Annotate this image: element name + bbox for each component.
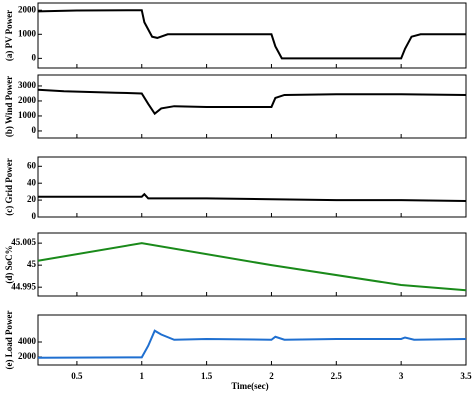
y-tick-label: 44.995 (11, 281, 36, 291)
x-tick-label: 1.5 (201, 371, 213, 381)
y-tick-label: 0 (32, 125, 37, 135)
x-tick-label: 2 (269, 371, 274, 381)
data-line (37, 9, 466, 60)
panel-frame (37, 156, 467, 218)
y-tick-label: 45.005 (11, 237, 36, 247)
data-line (37, 88, 467, 116)
x-axis-label: Time(sec) (231, 381, 268, 391)
x-tick-label: 0.5 (71, 371, 83, 381)
y-axis-label: (e) Load Power (4, 311, 14, 370)
y-tick-label: 2000 (18, 95, 37, 105)
panel-frame (37, 314, 467, 366)
y-tick-label: 1000 (18, 110, 37, 120)
y-tick-label: 20 (27, 194, 37, 204)
y-tick-label: 2000 (18, 351, 37, 361)
y-axis-label: (d) SoC% (4, 245, 14, 283)
y-tick-label: 2000 (18, 4, 37, 14)
y-tick-label: 3000 (18, 80, 37, 90)
panel-frame (37, 232, 467, 297)
x-tick-label: 2.5 (331, 371, 343, 381)
data-line (37, 329, 467, 359)
y-tick-label: 40 (27, 177, 37, 187)
x-tick-label: 3 (399, 371, 404, 381)
y-axis-label: (c) Grid Power (4, 158, 14, 215)
x-tick-label: 3.5 (460, 371, 472, 381)
y-tick-label: 1000 (18, 28, 37, 38)
panel-frame (37, 74, 467, 139)
data-line (38, 192, 467, 202)
y-axis-label: (a) PV Power (4, 10, 14, 61)
y-axis-label: (b) Wind Power (4, 76, 14, 137)
y-tick-label: 60 (27, 160, 37, 170)
y-tick-label: 0 (32, 52, 37, 62)
y-tick-label: 4000 (18, 336, 37, 346)
x-tick-label: 1 (140, 371, 145, 381)
data-line (37, 242, 467, 292)
y-tick-label: 45 (27, 259, 37, 269)
panel-frame (37, 2, 467, 69)
y-tick-label: 0 (32, 211, 37, 221)
